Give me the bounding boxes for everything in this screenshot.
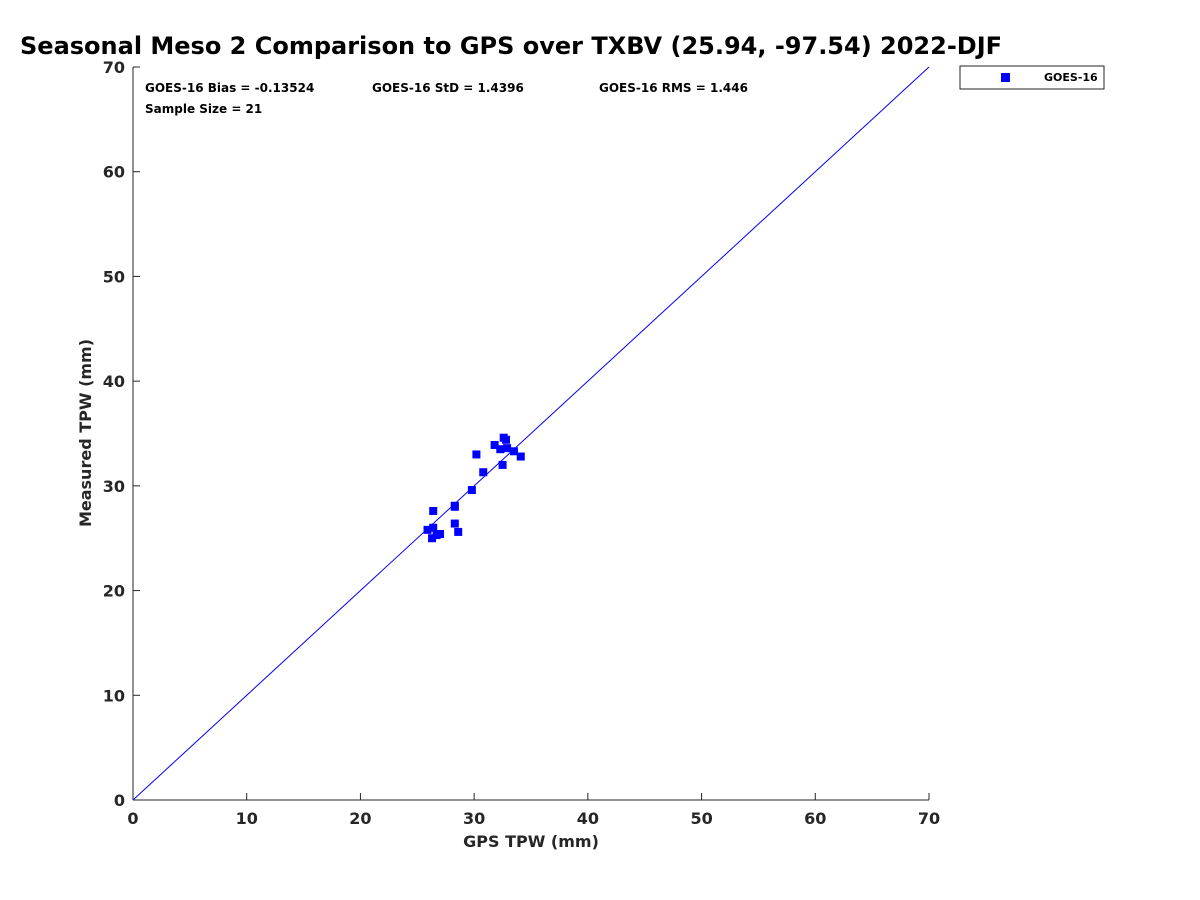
y-tick-label: 70 (103, 58, 125, 77)
data-point (472, 450, 481, 459)
x-tick-label: 20 (349, 809, 371, 828)
data-points (423, 433, 525, 543)
data-point (501, 435, 510, 444)
x-tick-label: 0 (127, 809, 138, 828)
y-tick-label: 50 (103, 267, 125, 286)
legend-label-goes16: GOES-16 (1044, 71, 1098, 84)
x-tick-label: 60 (804, 809, 826, 828)
bias-stat: GOES-16 Bias = -0.13524 (145, 81, 314, 95)
x-tick-label: 30 (463, 809, 485, 828)
x-tick-label: 70 (918, 809, 940, 828)
data-point (498, 460, 507, 469)
legend-marker-goes16 (1001, 73, 1010, 82)
y-tick-label: 30 (103, 477, 125, 496)
sample-size-stat: Sample Size = 21 (145, 102, 262, 116)
data-point (503, 444, 512, 453)
data-point (496, 445, 505, 454)
plot-area: 0 10 20 30 40 50 60 70 0 10 20 30 40 50 60 70 (103, 58, 940, 828)
data-point (490, 441, 499, 450)
y-tick-label: 10 (103, 686, 125, 705)
y-axis-label: Measured TPW (mm) (76, 339, 95, 527)
legend: GOES-16 (959, 65, 1105, 90)
data-point (516, 452, 525, 461)
y-tick-label: 20 (103, 582, 125, 601)
data-point (509, 447, 518, 456)
x-tick-label: 10 (236, 809, 258, 828)
data-point (429, 506, 438, 515)
reference-line (132, 66, 930, 801)
y-tick-label: 60 (103, 163, 125, 182)
data-point (450, 502, 459, 511)
x-axis-label: GPS TPW (mm) (463, 832, 599, 851)
data-point (428, 534, 437, 543)
data-point (467, 486, 476, 495)
legend-box (959, 65, 1105, 90)
x-tick-label: 50 (690, 809, 712, 828)
data-point (454, 527, 463, 536)
data-point (479, 468, 488, 477)
std-stat: GOES-16 StD = 1.4396 (372, 81, 524, 95)
data-point (423, 525, 432, 534)
data-point (436, 530, 445, 539)
data-point (429, 523, 438, 532)
y-tick-label: 0 (114, 791, 125, 810)
x-ticks: 0 10 20 30 40 50 60 70 (127, 793, 940, 828)
rms-stat: GOES-16 RMS = 1.446 (599, 81, 748, 95)
chart-title: Seasonal Meso 2 Comparison to GPS over T… (20, 32, 1002, 60)
x-tick-label: 40 (577, 809, 599, 828)
y-tick-label: 40 (103, 372, 125, 391)
data-point (450, 519, 459, 528)
y-ticks: 0 10 20 30 40 50 60 70 (103, 58, 140, 810)
